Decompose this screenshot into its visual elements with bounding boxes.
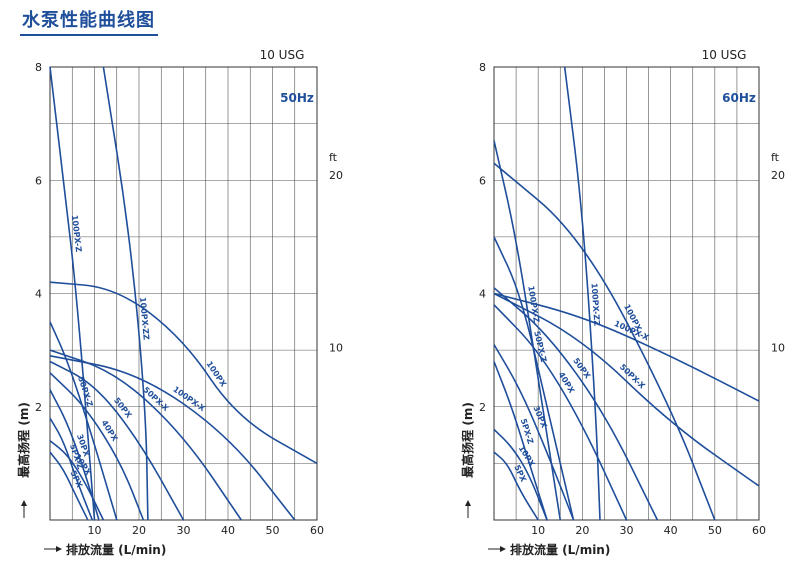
panel-2-y-axis-label: 最高扬程 (m) bbox=[460, 402, 475, 478]
panel-2-x-axis-label: 排放流量 (L/min) bbox=[510, 542, 610, 557]
panel-2-x-tick-label: 10 bbox=[531, 524, 545, 537]
panel-2-curve-30px bbox=[493, 344, 575, 521]
panel-2-y-tick-label: 2 bbox=[479, 401, 486, 414]
panel-1-x-tick-label: 10 bbox=[88, 524, 102, 537]
panel-2-right-axis-unit: ft bbox=[771, 151, 780, 164]
panel-2-curve-100px-zz bbox=[563, 66, 601, 521]
panel-2-curve-100px-z bbox=[493, 140, 562, 521]
panel-1-y-tick-label: 4 bbox=[35, 288, 42, 301]
panel-1-x-tick-label: 30 bbox=[177, 524, 191, 537]
panel-2-y-axis-arrow-head bbox=[465, 500, 471, 506]
panel-2-top-axis-label: 10 USG bbox=[702, 48, 747, 62]
title-underline bbox=[20, 34, 158, 36]
panel-1-x-axis-label: 排放流量 (L/min) bbox=[66, 542, 166, 557]
panel-2-series-label-100px-zz: 100PX-ZZ bbox=[590, 283, 602, 327]
panel-1-frequency-label: 50Hz bbox=[280, 91, 314, 105]
panel-1-x-axis-arrow-head bbox=[56, 546, 62, 552]
panel-1-curve-30px bbox=[49, 389, 100, 521]
panel-2-frequency-label: 60Hz bbox=[722, 91, 756, 105]
panel-1-y-tick-label: 6 bbox=[35, 174, 42, 187]
panel-2-curve-5px bbox=[493, 451, 539, 521]
panel-2-x-tick-label: 30 bbox=[620, 524, 634, 537]
panel-1-curve-50px-x bbox=[49, 349, 243, 521]
panel-2-x-tick-label: 20 bbox=[575, 524, 589, 537]
panel-2-right-tick-label: 10 bbox=[771, 341, 785, 354]
panel-2-y-tick-label: 6 bbox=[479, 174, 486, 187]
panel-1-curve-100px bbox=[49, 281, 318, 465]
panel-1-x-tick-label: 60 bbox=[310, 524, 324, 537]
panel-1-y-tick-label: 8 bbox=[35, 61, 42, 74]
panel-2-x-tick-label: 40 bbox=[664, 524, 678, 537]
page-title: 水泵性能曲线图 bbox=[22, 10, 155, 31]
panel-1-series-label-100px-z: 100PX-Z bbox=[70, 215, 83, 253]
panel-1-right-axis-unit: ft bbox=[329, 151, 338, 164]
panel-2-right-tick-label: 20 bbox=[771, 169, 785, 182]
panel-1-right-tick-label: 20 bbox=[329, 169, 343, 182]
panel-2-y-tick-label: 4 bbox=[479, 288, 486, 301]
panel-1-x-tick-label: 40 bbox=[221, 524, 235, 537]
panel-1-curve-10px bbox=[49, 440, 105, 521]
panel-2-curve-100px bbox=[493, 162, 716, 521]
panel-2-curve-5px-z bbox=[493, 361, 548, 521]
panel-1-curve-5px bbox=[49, 451, 89, 521]
panel-2-y-tick-label: 8 bbox=[479, 61, 486, 74]
panel-1-curve-100px-x bbox=[49, 355, 296, 521]
panel-2-series-label-50px: 50PX bbox=[571, 356, 592, 381]
panel-2-curve-50px-x bbox=[493, 292, 760, 487]
panel-1-right-tick-label: 10 bbox=[329, 341, 343, 354]
panel-2-x-tick-label: 60 bbox=[752, 524, 766, 537]
panel-2-x-tick-label: 50 bbox=[708, 524, 722, 537]
panel-2-curve-40px bbox=[493, 304, 628, 521]
panel-1-y-axis-arrow-head bbox=[21, 500, 27, 506]
panel-2-curve-100px-x bbox=[493, 292, 760, 402]
panel-1-curve-50px bbox=[49, 360, 185, 521]
panel-1-y-tick-label: 2 bbox=[35, 401, 42, 414]
panel-2-curve-10px bbox=[493, 428, 548, 521]
panel-1-curve-40px bbox=[49, 372, 145, 521]
panel-1-y-axis-label: 最高扬程 (m) bbox=[16, 402, 31, 478]
panel-1-series-label-50px: 50PX bbox=[112, 396, 134, 420]
panel-1-curve-100px-zz bbox=[102, 66, 149, 521]
panel-1-x-tick-label: 20 bbox=[132, 524, 146, 537]
panel-2-series-label-5px-z: 5PX-Z bbox=[519, 418, 535, 446]
panel-1-curve-100px-z bbox=[49, 66, 96, 521]
panel-1-curve-50px-z bbox=[49, 321, 118, 521]
panel-2-x-axis-arrow-head bbox=[500, 546, 506, 552]
panel-1-top-axis-label: 10 USG bbox=[260, 48, 305, 62]
panel-1-x-tick-label: 50 bbox=[266, 524, 280, 537]
panel-2-series-label-40px: 40PX bbox=[557, 370, 577, 395]
panel-1-series-label-100px-zz: 100PX-ZZ bbox=[138, 297, 151, 341]
